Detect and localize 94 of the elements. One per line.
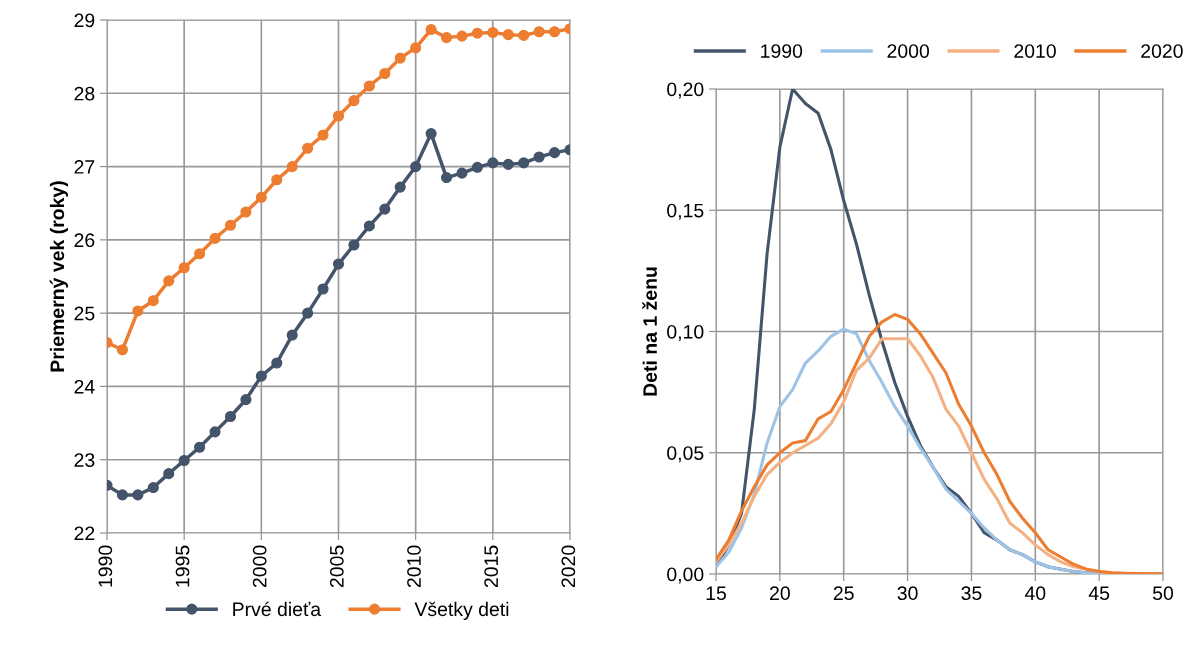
point (533, 151, 545, 163)
point (132, 305, 144, 317)
point (425, 23, 437, 36)
point (194, 441, 206, 453)
y-tick-label: 22 (74, 526, 95, 541)
point (163, 275, 175, 287)
point (456, 30, 468, 42)
point (224, 219, 237, 231)
y-tick-label: 24 (74, 379, 95, 394)
x-tick-label: 1995 (175, 545, 190, 587)
point (394, 52, 406, 64)
point (502, 29, 514, 41)
point (363, 80, 375, 92)
x-tick-label: 2010 (407, 545, 421, 588)
y-axis-title: Deti na 1 ženu (642, 267, 657, 396)
x-tick-label: 2005 (329, 545, 344, 588)
point (271, 174, 283, 186)
x-tick-label: 20 (770, 586, 790, 601)
point (471, 27, 483, 39)
point (502, 158, 514, 170)
x-tick-label: 2020 (561, 545, 576, 588)
legend-label: 2020 (1141, 44, 1183, 58)
y-tick-label: 0,20 (667, 82, 704, 99)
point (410, 42, 422, 54)
legend-label: Prvé dieťa (233, 601, 322, 617)
point (224, 410, 237, 423)
point (363, 220, 375, 232)
point (271, 357, 283, 369)
y-tick-label: 0,00 (667, 567, 704, 584)
x-tick-label: 40 (1024, 586, 1046, 601)
point (440, 172, 453, 184)
x-tick-label: 15 (706, 586, 726, 601)
y-tick-label: 27 (74, 160, 95, 174)
point (147, 295, 159, 307)
point (116, 489, 128, 501)
point (332, 110, 345, 122)
point (456, 167, 468, 179)
point (209, 232, 221, 244)
point (533, 26, 545, 38)
y-tick-label: 0,15 (667, 203, 704, 220)
point (518, 157, 530, 169)
point (286, 329, 298, 341)
point (317, 283, 329, 295)
point (518, 29, 530, 41)
x-tick-label: 2015 (484, 545, 499, 588)
y-tick-label: 23 (74, 453, 95, 467)
point (178, 454, 190, 467)
point (194, 248, 206, 260)
x-tick-label: 30 (897, 586, 918, 601)
point (163, 468, 175, 480)
y-tick-label: 26 (74, 233, 95, 248)
y-axis-title: Priemerný vek (roky) (49, 181, 69, 372)
y-tick-label: 25 (74, 306, 95, 321)
point (487, 26, 499, 39)
legend-label: 2000 (887, 44, 930, 58)
y-tick-label: 29 (74, 13, 95, 28)
point (178, 262, 190, 274)
x-tick-label: 2000 (252, 545, 267, 588)
y-tick-label: 28 (74, 86, 95, 101)
x-tick-label: 35 (961, 586, 982, 601)
point (440, 32, 453, 44)
point (394, 181, 406, 193)
legend-label: 1990 (761, 44, 803, 58)
point (410, 161, 422, 173)
point (348, 95, 360, 107)
point (317, 129, 329, 141)
point (549, 26, 561, 38)
point (255, 370, 267, 382)
point (209, 426, 221, 438)
point (425, 128, 437, 140)
point (487, 157, 499, 169)
point (302, 307, 314, 319)
y-tick-label: 0,10 (667, 324, 704, 342)
legend-label: 2010 (1014, 44, 1056, 58)
x-tick-label: 25 (833, 586, 854, 601)
x-tick-label: 45 (1088, 586, 1110, 601)
legend-label: Všetky deti (414, 601, 509, 620)
point (240, 394, 252, 406)
point (132, 489, 144, 501)
point (255, 191, 267, 203)
point (302, 142, 314, 154)
point (286, 161, 298, 173)
point (379, 203, 391, 215)
point (348, 239, 360, 251)
x-tick-label: 1990 (98, 545, 113, 587)
point (379, 67, 391, 80)
point (147, 482, 159, 494)
x-tick-label: 50 (1152, 586, 1174, 601)
point (549, 147, 561, 159)
point (332, 258, 345, 270)
y-tick-label: 0,05 (667, 446, 704, 463)
point (116, 344, 128, 356)
point (471, 161, 483, 173)
point (240, 206, 252, 218)
